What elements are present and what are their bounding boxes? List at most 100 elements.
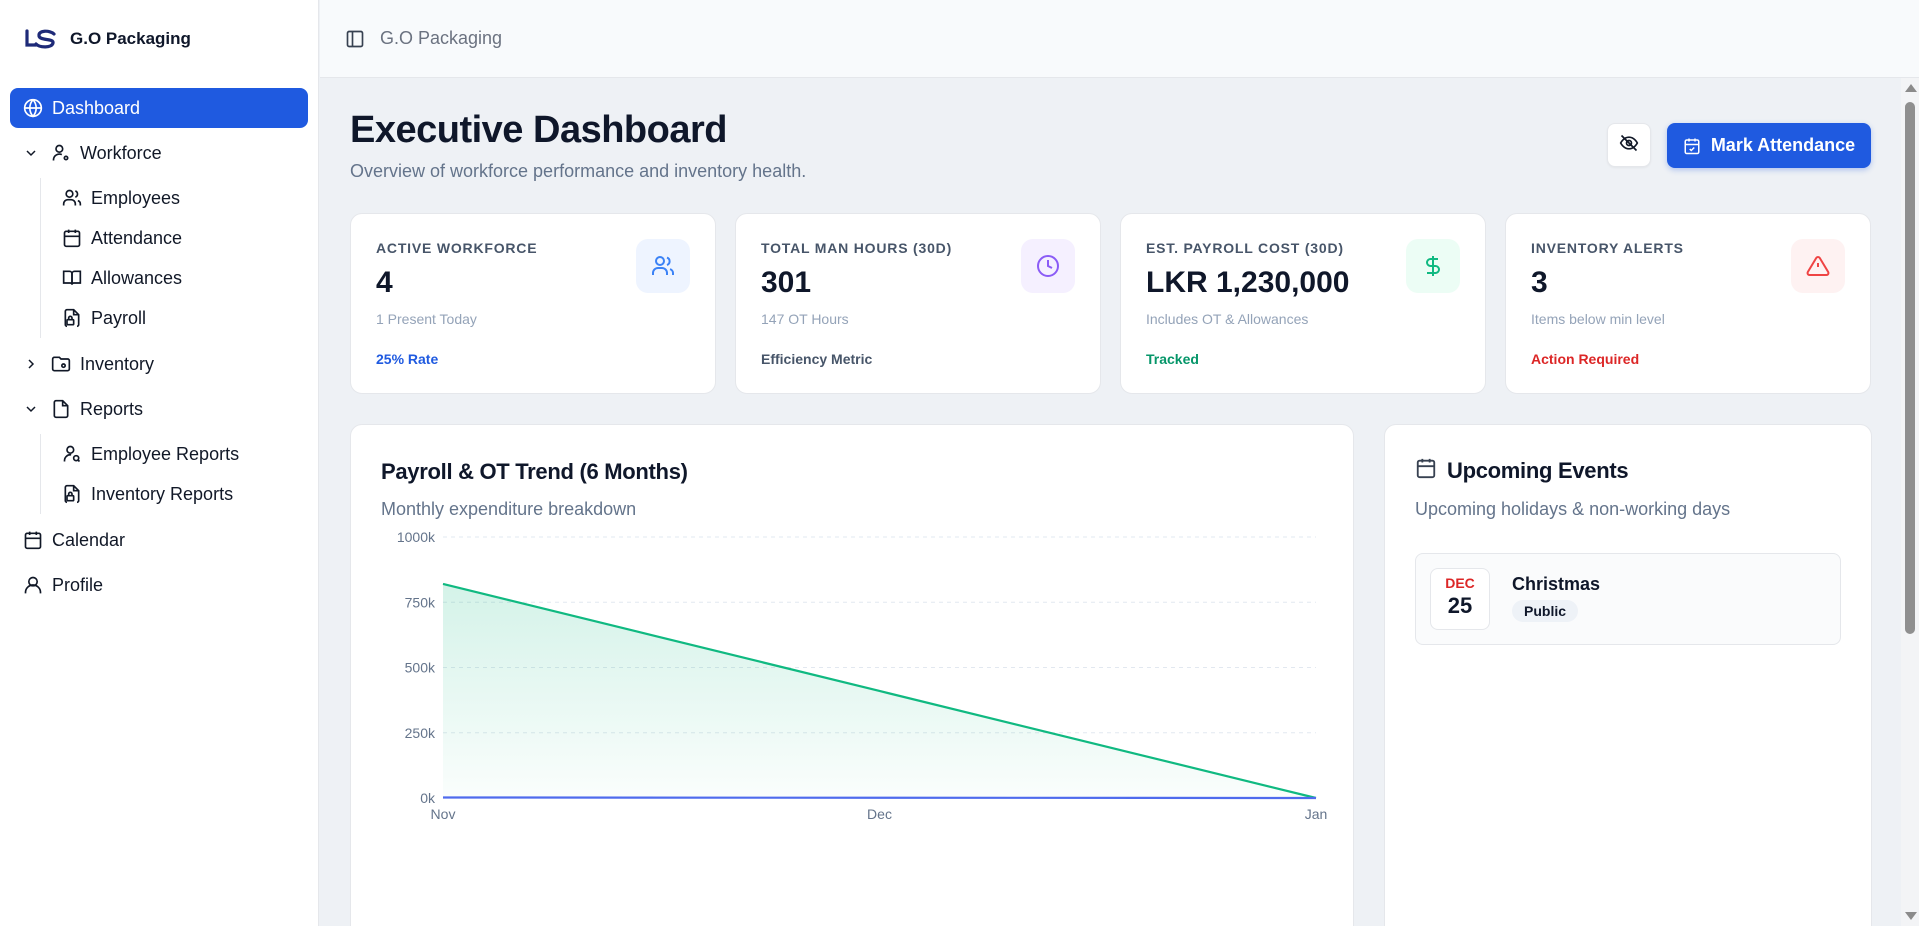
event-item[interactable]: DEC 25 Christmas Public xyxy=(1415,553,1841,645)
stat-value: LKR 1,230,000 xyxy=(1146,266,1350,299)
page-scrollbar[interactable] xyxy=(1901,78,1919,926)
brand[interactable]: G.O Packaging xyxy=(0,0,318,78)
users-icon xyxy=(636,239,690,293)
sidebar-toggle-icon[interactable] xyxy=(344,28,366,50)
stat-label: INVENTORY ALERTS xyxy=(1531,240,1684,256)
mark-attendance-label: Mark Attendance xyxy=(1710,135,1856,155)
y-tick-label: 0k xyxy=(420,790,436,806)
file-icon xyxy=(50,398,72,420)
sidebar-item-label: Profile xyxy=(52,574,104,595)
sidebar-item-calendar[interactable]: Calendar xyxy=(10,520,308,560)
sidebar-item-label: Dashboard xyxy=(52,97,141,118)
sidebar-item-label: Workforce xyxy=(80,142,162,163)
chevron-down-icon xyxy=(22,144,40,162)
x-tick-label: Dec xyxy=(867,806,892,822)
sidebar-item-label: Reports xyxy=(80,398,144,419)
events-title: Upcoming Events xyxy=(1447,457,1629,483)
user-icon xyxy=(22,574,44,596)
sidebar-item-employee-reports[interactable]: Employee Reports xyxy=(53,434,308,474)
stat-card-active-workforce: ACTIVE WORKFORCE 4 1 Present Today 25% R… xyxy=(350,213,716,394)
calendar-icon xyxy=(22,529,44,551)
sidebar-item-employees[interactable]: Employees xyxy=(53,178,308,218)
file-lock-icon xyxy=(61,483,83,505)
event-day: 25 xyxy=(1447,593,1473,618)
topbar: G.O Packaging xyxy=(320,0,1919,78)
y-tick-label: 750k xyxy=(405,594,436,610)
workforce-submenu: Employees Attendance Allowances Payroll xyxy=(40,178,308,338)
sidebar-item-dashboard[interactable]: Dashboard xyxy=(10,88,308,128)
sidebar-item-inventory-reports[interactable]: Inventory Reports xyxy=(53,474,308,514)
scroll-down-arrow-icon[interactable] xyxy=(1905,912,1917,920)
stat-foot: Tracked xyxy=(1146,351,1199,367)
chevron-right-icon xyxy=(22,355,40,373)
scroll-up-arrow-icon[interactable] xyxy=(1905,84,1917,92)
file-lock-icon xyxy=(61,307,83,329)
sidebar-item-inventory[interactable]: Inventory xyxy=(10,344,308,384)
main-content: Executive Dashboard Overview of workforc… xyxy=(320,79,1901,926)
toggle-visibility-button[interactable] xyxy=(1607,123,1651,167)
chevron-down-icon xyxy=(22,400,40,418)
payroll-trend-card: Payroll & OT Trend (6 Months) Monthly ex… xyxy=(350,424,1354,926)
stat-value: 3 xyxy=(1531,266,1548,299)
reports-submenu: Employee Reports Inventory Reports xyxy=(40,434,308,514)
event-name: Christmas xyxy=(1512,574,1601,594)
folder-icon xyxy=(50,353,72,375)
user-search-icon xyxy=(61,443,83,465)
page-title: Executive Dashboard xyxy=(350,109,727,151)
dollar-icon xyxy=(1406,239,1460,293)
sidebar-item-label: Employees xyxy=(91,187,181,208)
scroll-thumb[interactable] xyxy=(1905,102,1915,634)
y-tick-label: 1000k xyxy=(397,529,436,545)
stat-foot: Action Required xyxy=(1531,351,1640,367)
chart-title: Payroll & OT Trend (6 Months) xyxy=(381,459,688,484)
payroll-trend-chart: 0k 250k 500k 750k 1000k Nov Dec Jan xyxy=(397,529,1327,822)
calendar-check-icon xyxy=(1683,137,1701,155)
sidebar-nav: Dashboard Workforce Employees At xyxy=(0,78,318,620)
sidebar-item-label: Payroll xyxy=(91,307,147,328)
mark-attendance-button[interactable]: Mark Attendance xyxy=(1667,123,1871,168)
sidebar-item-label: Calendar xyxy=(52,529,126,550)
book-icon xyxy=(61,267,83,289)
sidebar-item-profile[interactable]: Profile xyxy=(10,565,308,605)
event-date-box: DEC 25 xyxy=(1430,568,1490,630)
calendar-check-icon xyxy=(61,227,83,249)
clock-icon xyxy=(1021,239,1075,293)
globe-icon xyxy=(22,97,44,119)
sidebar-item-label: Attendance xyxy=(91,227,183,248)
breadcrumb: G.O Packaging xyxy=(380,28,503,48)
eye-off-icon xyxy=(1619,133,1639,158)
stat-card-man-hours: TOTAL MAN HOURS (30D) 301 147 OT Hours E… xyxy=(735,213,1101,394)
stat-label: ACTIVE WORKFORCE xyxy=(376,240,538,256)
sidebar-item-workforce[interactable]: Workforce xyxy=(10,133,308,173)
brand-name: G.O Packaging xyxy=(70,29,191,48)
stat-sub: Includes OT & Allowances xyxy=(1146,311,1309,327)
event-tag: Public xyxy=(1512,600,1579,622)
sidebar-item-reports[interactable]: Reports xyxy=(10,389,308,429)
brand-logo-icon xyxy=(25,29,56,49)
stat-sub: 147 OT Hours xyxy=(761,311,849,327)
page-subtitle: Overview of workforce performance and in… xyxy=(350,161,807,181)
events-subtitle: Upcoming holidays & non-working days xyxy=(1415,499,1731,519)
stat-value: 4 xyxy=(376,266,393,299)
sidebar-item-payroll[interactable]: Payroll xyxy=(53,298,308,338)
stat-label: TOTAL MAN HOURS (30D) xyxy=(761,240,953,256)
sidebar: G.O Packaging Dashboard Workforce Employ… xyxy=(0,0,319,926)
event-month: DEC xyxy=(1445,575,1475,591)
alert-triangle-icon xyxy=(1791,239,1845,293)
stat-sub: 1 Present Today xyxy=(376,311,477,327)
user-cog-icon xyxy=(50,142,72,164)
sidebar-item-label: Employee Reports xyxy=(91,443,240,464)
stat-value: 301 xyxy=(761,266,812,299)
x-tick-label: Nov xyxy=(431,806,456,822)
y-tick-label: 250k xyxy=(405,725,436,741)
sidebar-item-attendance[interactable]: Attendance xyxy=(53,218,308,258)
stat-foot: Efficiency Metric xyxy=(761,351,873,367)
stat-foot: 25% Rate xyxy=(376,351,439,367)
users-icon xyxy=(61,187,83,209)
sidebar-item-allowances[interactable]: Allowances xyxy=(53,258,308,298)
events-header: Upcoming Events xyxy=(1415,457,1629,484)
calendar-icon xyxy=(1415,457,1437,484)
stat-card-payroll-cost: EST. PAYROLL COST (30D) LKR 1,230,000 In… xyxy=(1120,213,1486,394)
stat-card-inventory-alerts: INVENTORY ALERTS 3 Items below min level… xyxy=(1505,213,1871,394)
chart-subtitle: Monthly expenditure breakdown xyxy=(381,499,637,519)
